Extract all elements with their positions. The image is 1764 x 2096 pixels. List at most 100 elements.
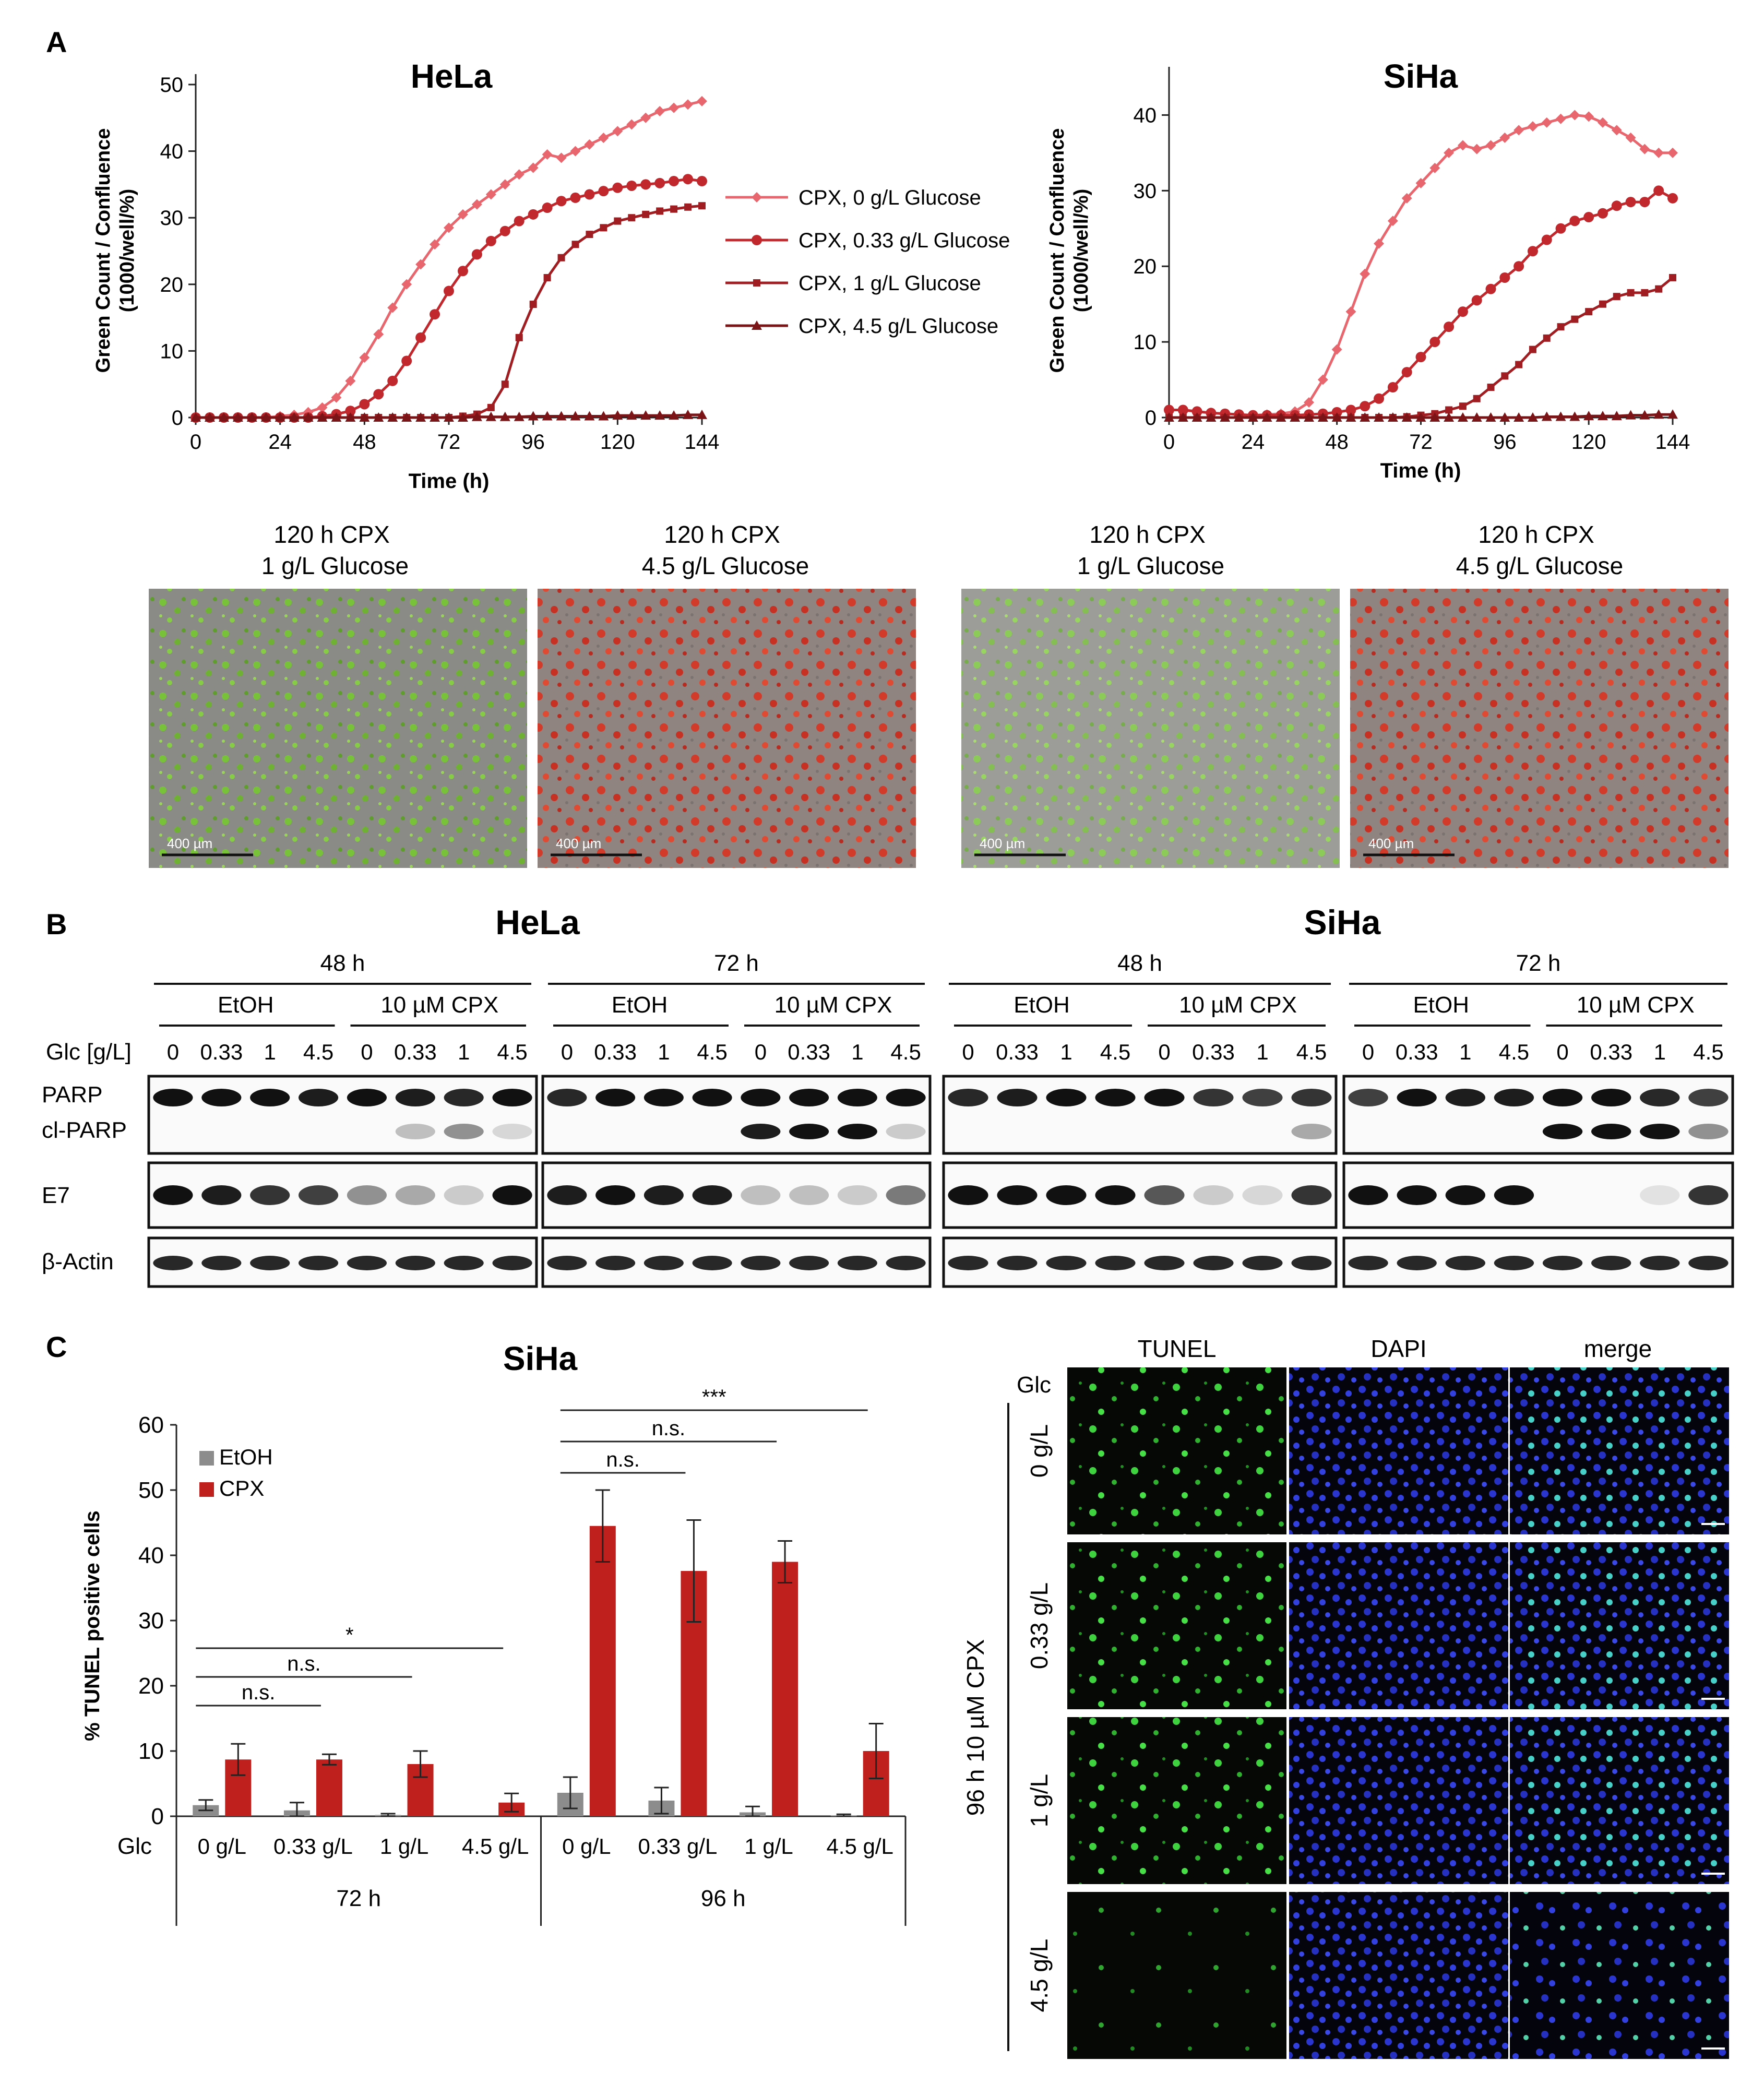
lane-label: 4.5 [303,1040,333,1064]
col-header-dapi: DAPI [1370,1335,1426,1362]
data-point [669,176,680,187]
fluorescence-image [1067,1542,1286,1709]
data-point [752,320,762,330]
data-point [528,411,539,421]
parp-band [837,1089,877,1106]
blot-title-siha: SiHa [1304,903,1381,942]
treatment-header: EtOH [612,992,668,1018]
data-point [1374,393,1385,404]
e7-band [298,1185,339,1205]
data-point [499,179,510,190]
series-line [196,177,702,419]
cl-parp-band [1688,1124,1729,1139]
lane-label: 0 [361,1040,373,1064]
data-point [444,285,454,296]
actin-band [347,1256,387,1270]
data-point [1485,140,1496,151]
category-label: 4.5 g/L [826,1834,893,1859]
data-point [1667,147,1678,158]
data-point [1527,246,1538,257]
data-point [457,412,468,422]
x-axis: 0 24 48 72 96 120 144 [1163,416,1690,454]
data-point [1457,140,1468,151]
data-point [1541,234,1552,245]
actin-band [1397,1256,1437,1270]
treatment-header: EtOH [1413,992,1469,1018]
cl-parp-band [492,1124,532,1139]
data-point [570,146,581,157]
data-point [626,410,637,420]
actin-band [948,1256,988,1270]
significance-label: *** [702,1386,726,1409]
data-point [1543,334,1551,342]
data-point [1597,208,1608,219]
axis-row-label: Glc [117,1833,152,1859]
data-point [515,334,523,341]
e7-band [643,1185,684,1205]
data-point [485,235,496,246]
data-point [1641,289,1649,296]
data-point [542,411,553,421]
e7-band [444,1185,484,1205]
data-point [430,239,440,250]
data-point [600,224,607,232]
series-group [190,96,707,423]
data-point [1639,197,1650,208]
bar-cpx [772,1562,798,1816]
series-group [1164,110,1678,422]
data-point [584,139,595,150]
chart-title: SiHa [503,1340,578,1377]
data-point [1513,261,1524,272]
data-point [1415,177,1426,188]
data-point [232,412,243,422]
y-tick-label: 10 [160,340,184,363]
group-label: 96 h [701,1886,746,1911]
e7-band [886,1185,926,1205]
lane-label: 4.5 [1100,1040,1130,1064]
e7-band [997,1185,1038,1205]
actin-band [1688,1256,1729,1270]
parp-band [886,1089,926,1106]
category-label: 0 g/L [198,1834,246,1859]
data-point [1653,409,1664,419]
data-point [1401,412,1412,422]
cl-parp-band [395,1124,435,1139]
y-tick-label: 30 [1134,180,1157,203]
category-label: 4.5 g/L [462,1834,529,1859]
data-point [626,180,637,191]
scale-bar-label: 400 µm [167,836,212,851]
cl-parp-band [1542,1124,1583,1139]
lane-label: 4.5 [1693,1040,1723,1064]
data-point [359,399,370,410]
tunel-image-grid: TUNEL DAPI merge Glc 96 h 10 µM CPX 0 g/… [962,1335,1729,2059]
data-point [303,412,314,422]
fluorescence-image [1289,1542,1508,1709]
data-point [1541,411,1552,421]
data-point [1515,361,1523,368]
actin-band [1095,1256,1136,1270]
actin-band [643,1256,684,1270]
tunel-images: 0 g/L 0.33 g/L 1 g/L 4.5 g/L [1026,1367,1729,2059]
data-point [345,375,356,386]
data-point [373,412,384,422]
legend-label: EtOH [219,1445,273,1469]
actin-band [741,1256,781,1270]
data-point [246,412,257,422]
row-label: 1 g/L [1026,1774,1053,1827]
treatment-header: 10 µM CPX [774,992,892,1018]
parp-band [250,1089,290,1106]
x-tick-label: 96 [1493,431,1517,454]
significance-brackets: n.s. n.s. * n.s. n.s. *** [196,1386,868,1707]
data-point [1513,412,1524,422]
y-tick-label: 30 [160,207,184,230]
data-point [542,149,553,160]
micrograph-row: 120 h CPX 1 g/L Glucose 120 h CPX 4.5 g/… [149,521,1729,868]
legend: CPX, 0 g/L Glucose CPX, 0.33 g/L Glucose C… [725,186,1010,338]
data-point [1529,346,1536,353]
e7-band [595,1185,636,1205]
blot-headers: 48 h EtOH 10 µM CPX 0 0.33 1 4.5 0 0.33 1 4.5 72 h E… [154,950,1727,1064]
lane-label: 0.33 [996,1040,1039,1064]
y-tick-label: 20 [160,273,184,296]
y-tick-label: 30 [138,1608,164,1634]
x-tick-label: 144 [1655,431,1690,454]
